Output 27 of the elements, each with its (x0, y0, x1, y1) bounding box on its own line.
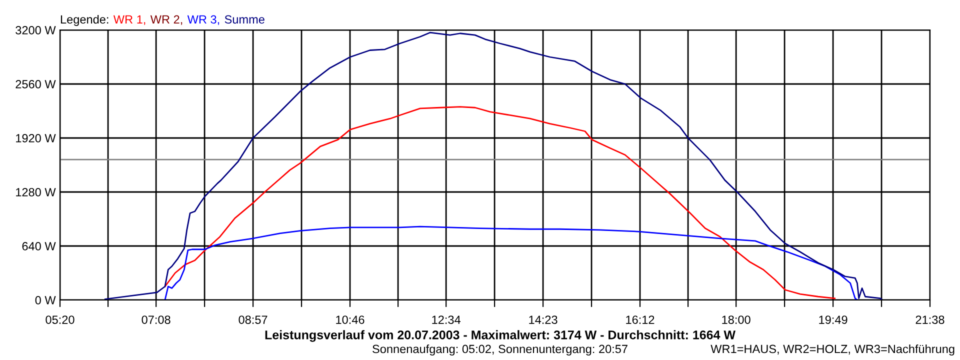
line-series (164, 106, 836, 300)
y-tick-label: 640 W (22, 242, 56, 250)
x-tick-label: 10:46 (336, 316, 364, 324)
x-tick-label: 19:49 (819, 316, 848, 324)
x-tick-label: 05:20 (46, 316, 74, 324)
text: Leistungsverlauf vom 20.07.2003 - Maximalwert: 3174 W - Durchschnitt: 1664 W (265, 330, 736, 342)
x-tick-label: 07:08 (142, 316, 170, 324)
x-tick-label: 14:23 (529, 316, 558, 324)
line-series (164, 226, 858, 300)
x-tick-label: 18:00 (722, 316, 750, 324)
text: WR 3, (187, 15, 220, 26)
x-tick-label: 08:57 (238, 316, 268, 324)
y-tick-label: 2560 W (16, 80, 56, 88)
text: WR 1, (113, 15, 146, 26)
y-tick-label: 1920 W (16, 134, 56, 142)
y-tick-label: 1280 W (16, 188, 56, 196)
y-tick-label: 3200 W (16, 26, 56, 34)
x-tick-label: 16:12 (626, 316, 654, 324)
line-series (104, 32, 884, 300)
legend-title: Legende: (60, 14, 108, 26)
y-tick-label: 0 W (35, 296, 56, 304)
legend-label: WR 2, (150, 15, 182, 26)
text: Summe (224, 15, 264, 24)
text: Sonnenaufgang: 05:02, Sonnenuntergang: 20:57 (372, 344, 628, 356)
text: WR1=HAUS, WR2=HOLZ, WR3=Nachführung (710, 344, 954, 356)
x-tick-label: 12:34 (432, 316, 461, 324)
x-tick-label: 21:38 (916, 316, 944, 324)
